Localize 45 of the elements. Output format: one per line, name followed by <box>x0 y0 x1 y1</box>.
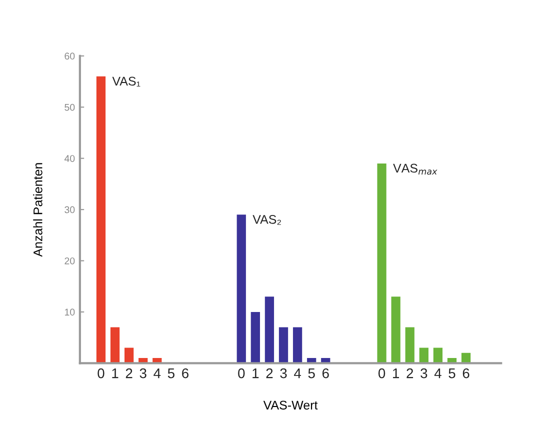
bar <box>264 296 274 364</box>
bar <box>419 348 428 364</box>
x-tick-label: 1 <box>112 368 118 378</box>
y-tick-label: 50 <box>64 104 75 111</box>
bar <box>377 163 386 364</box>
x-tick-label: 1 <box>393 368 400 378</box>
bar <box>236 214 246 364</box>
bar <box>391 296 400 364</box>
x-tick-label: 4 <box>294 368 301 378</box>
x-tick-label: 5 <box>448 368 456 378</box>
bar <box>124 348 134 364</box>
x-tick-label: 0 <box>378 368 386 378</box>
y-tick-label: 30 <box>64 206 75 214</box>
y-tick-label: 10 <box>64 308 75 316</box>
bar <box>433 348 443 364</box>
series-label: VAS$_{max}$ <box>393 164 438 175</box>
bar <box>405 327 414 364</box>
x-tick-label: 2 <box>406 368 414 378</box>
bar <box>96 76 106 364</box>
x-axis-title: VAS-Wert <box>263 400 318 410</box>
x-tick-label: 2 <box>126 368 132 378</box>
x-tick-label: 3 <box>420 368 428 378</box>
series-label: VAS₁ <box>112 76 140 87</box>
bar <box>250 312 260 364</box>
bar <box>278 327 288 364</box>
x-tick-label: 1 <box>252 368 259 378</box>
x-tick-label: 3 <box>280 368 287 378</box>
bar <box>292 327 302 364</box>
y-tick-label: 20 <box>64 257 75 264</box>
x-tick-label: 5 <box>168 368 174 378</box>
x-tick-label: 5 <box>308 368 315 378</box>
y-tick-label: 60 <box>64 52 75 60</box>
x-tick-label: 4 <box>154 368 161 378</box>
x-tick-label: 4 <box>434 368 442 378</box>
x-tick-label: 0 <box>98 368 104 378</box>
x-tick-label: 0 <box>238 368 245 378</box>
bar <box>110 327 120 364</box>
x-tick-label: 6 <box>182 368 188 378</box>
x-tick-label: 6 <box>322 368 329 378</box>
x-tick-label: 6 <box>462 368 470 378</box>
series-label: VAS₂ <box>252 214 281 225</box>
x-tick-label: 2 <box>266 368 273 378</box>
y-tick-label: 40 <box>64 155 75 162</box>
x-tick-label: 3 <box>140 368 146 378</box>
y-axis-title: Anzahl Patienten <box>33 163 42 257</box>
